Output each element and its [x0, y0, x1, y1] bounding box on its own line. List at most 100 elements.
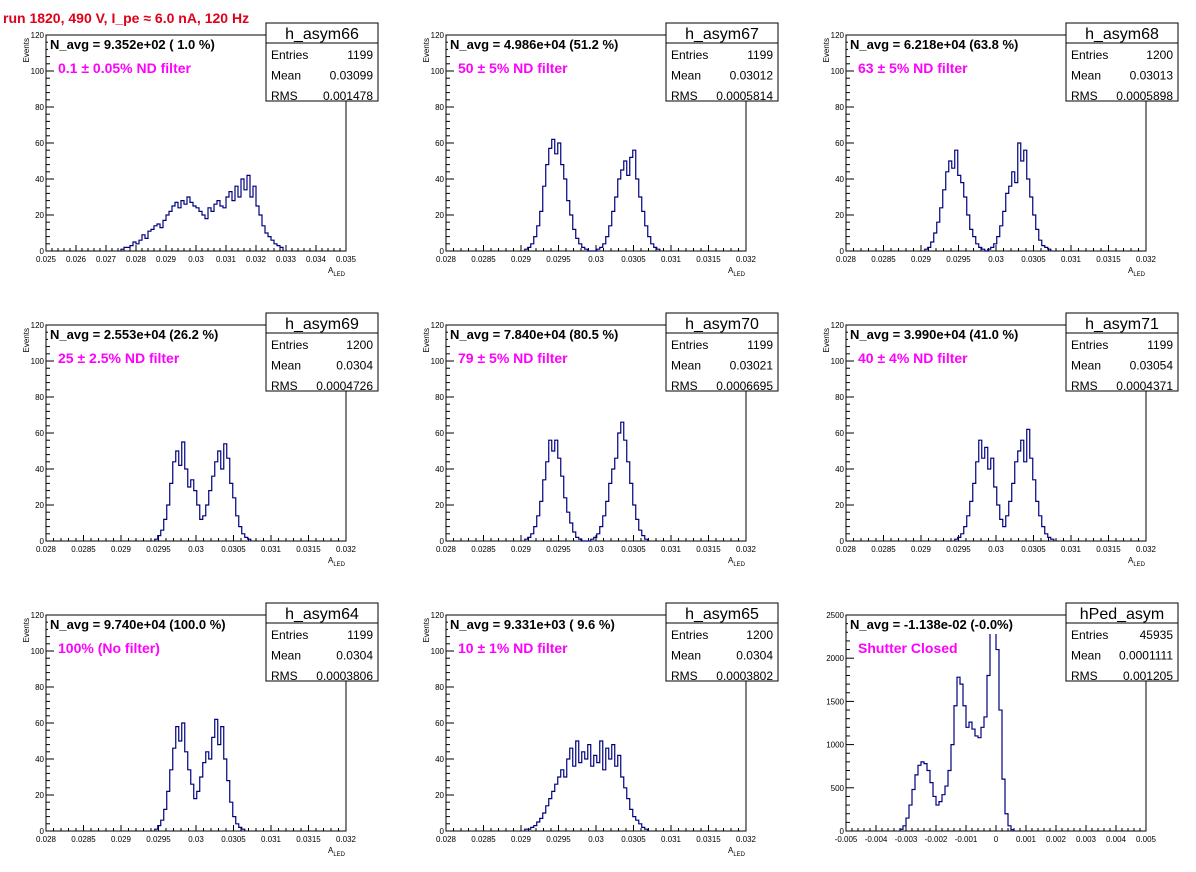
- y-tick-label: 100: [831, 357, 845, 366]
- stats-value-rms: 0.0003806: [316, 669, 373, 683]
- x-tick-label: 0.03: [588, 835, 604, 844]
- stats-key-rms: RMS: [271, 669, 298, 683]
- y-tick-label: 20: [435, 211, 444, 220]
- x-tick-label: 0: [994, 835, 999, 844]
- x-tick-label: 0.0285: [71, 545, 96, 554]
- x-tick-label: -0.003: [895, 835, 918, 844]
- stats-value-rms: 0.001205: [1123, 669, 1173, 683]
- x-axis-label-main: A: [328, 556, 334, 565]
- y-tick-label: 20: [835, 501, 844, 510]
- stats-key-rms: RMS: [1071, 379, 1098, 393]
- x-tick-label: 0.032: [736, 255, 757, 264]
- y-tick-label: 100: [431, 67, 445, 76]
- x-axis-label-sub: LED: [733, 272, 745, 278]
- x-tick-label: 0.0295: [546, 255, 571, 264]
- x-tick-label: 0.0285: [471, 255, 496, 264]
- x-axis-label-sub: LED: [733, 852, 745, 858]
- stats-value-mean: 0.03021: [730, 359, 774, 373]
- y-axis-label: Events: [422, 618, 431, 642]
- x-tick-label: 0.03: [188, 545, 204, 554]
- stats-key-mean: Mean: [1071, 69, 1101, 83]
- y-tick-label: 20: [35, 791, 44, 800]
- stats-value-entries: 1199: [1147, 338, 1173, 352]
- stats-box: h_asym65 Entries 1200 Mean 0.0304 RMS 0.000380…: [665, 602, 779, 683]
- x-tick-label: 0.029: [911, 545, 932, 554]
- x-tick-label: 0.001: [1016, 835, 1037, 844]
- stats-box: h_asym69 Entries 1200 Mean 0.0304 RMS 0.000472…: [265, 312, 379, 393]
- x-tick-label: 0.03: [988, 545, 1004, 554]
- stats-box-frame: [665, 602, 779, 682]
- stats-box-frame: [665, 22, 779, 102]
- y-tick-label: 40: [435, 465, 444, 474]
- histogram-series: [524, 740, 649, 831]
- y-tick-label: 120: [31, 611, 45, 620]
- n-avg-background: [48, 326, 262, 344]
- y-tick-label: 80: [435, 683, 444, 692]
- x-tick-label: 0.031: [216, 255, 237, 264]
- x-tick-label: 0.0315: [696, 835, 721, 844]
- y-tick-label: 60: [835, 429, 844, 438]
- x-tick-label: 0.028: [126, 255, 147, 264]
- x-axis-label-sub: LED: [333, 562, 345, 568]
- x-axis-label-main: A: [728, 266, 734, 275]
- filter-label: 63 ± 5% ND filter: [858, 60, 968, 76]
- y-tick-label: 120: [31, 31, 45, 40]
- stats-key-mean: Mean: [1071, 649, 1101, 663]
- x-axis-label: ALED: [728, 556, 746, 568]
- stats-value-rms: 0.0005898: [1116, 89, 1173, 103]
- x-tick-label: 0.0305: [221, 545, 246, 554]
- x-tick-label: 0.0285: [871, 255, 896, 264]
- x-tick-label: 0.005: [1136, 835, 1157, 844]
- n-avg-background: [48, 616, 262, 634]
- n-avg-background: [448, 616, 662, 634]
- y-axis-label: Events: [22, 328, 31, 352]
- x-axis-label-sub: LED: [1133, 272, 1145, 278]
- x-tick-label: 0.0285: [471, 545, 496, 554]
- n-avg-label: N_avg = 7.840e+04 (80.5 %): [450, 327, 618, 342]
- stats-value-mean: 0.03013: [1130, 69, 1174, 83]
- x-tick-label: 0.029: [111, 545, 132, 554]
- filter-label: 50 ± 5% ND filter: [458, 60, 568, 76]
- x-tick-label: 0.0315: [296, 835, 321, 844]
- stats-box: h_asym71 Entries 1199 Mean 0.03054 RMS 0.00043…: [1065, 312, 1179, 393]
- y-tick-label: 500: [831, 784, 845, 793]
- stats-key-entries: Entries: [1071, 338, 1108, 352]
- stats-box-title: h_asym64: [285, 606, 359, 623]
- x-tick-label: 0.028: [436, 255, 457, 264]
- y-tick-label: 120: [831, 321, 845, 330]
- x-tick-label: 0.03: [588, 545, 604, 554]
- histogram-series: [120, 174, 284, 251]
- stats-value-entries: 1199: [747, 338, 773, 352]
- panel-h_asym65: 0.028 0.0285 0.029 0.0295 0.03 0.0305 0.031 0.0…: [422, 602, 779, 858]
- stats-key-entries: Entries: [671, 338, 708, 352]
- x-tick-label: 0.0315: [1096, 255, 1121, 264]
- y-tick-label: 20: [35, 211, 44, 220]
- stats-key-entries: Entries: [271, 48, 308, 62]
- y-tick-label: 40: [435, 175, 444, 184]
- y-axis-label: Events: [822, 328, 831, 352]
- n-avg-label: N_avg = -1.138e-02 (-0.0%): [850, 617, 1013, 632]
- x-tick-label: 0.03: [588, 255, 604, 264]
- stats-box-frame: [265, 602, 379, 682]
- stats-key-rms: RMS: [671, 379, 698, 393]
- x-tick-label: 0.028: [836, 545, 857, 554]
- x-tick-label: 0.032: [246, 255, 267, 264]
- stats-value-mean: 0.03054: [1130, 359, 1174, 373]
- y-tick-label: 100: [31, 357, 45, 366]
- x-tick-label: 0.032: [336, 835, 357, 844]
- x-tick-label: 0.0295: [546, 835, 571, 844]
- x-tick-label: 0.002: [1046, 835, 1067, 844]
- y-tick-label: 20: [435, 501, 444, 510]
- y-tick-label: 40: [435, 755, 444, 764]
- stats-key-rms: RMS: [271, 89, 298, 103]
- filter-label: Shutter Closed: [858, 640, 958, 656]
- y-axis-label: Events: [22, 38, 31, 62]
- stats-value-mean: 0.03012: [730, 69, 774, 83]
- stats-box-title: hPed_asym: [1080, 606, 1165, 623]
- n-avg-label: N_avg = 9.740e+04 (100.0 %): [50, 617, 226, 632]
- stats-value-rms: 0.0004726: [316, 379, 373, 393]
- filter-label: 40 ± 4% ND filter: [858, 350, 968, 366]
- y-tick-label: 1500: [826, 697, 844, 706]
- x-tick-label: 0.03: [188, 835, 204, 844]
- y-tick-label: 0: [840, 247, 845, 256]
